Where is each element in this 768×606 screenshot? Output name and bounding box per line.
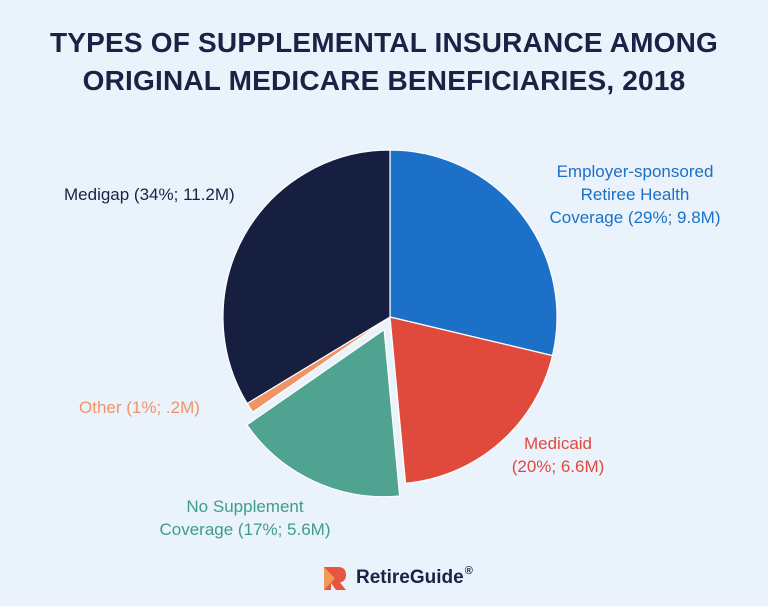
pie-slice-medicaid xyxy=(389,316,554,484)
pie-slice-employer xyxy=(389,149,558,357)
slice-label-employer: Employer-sponsored Retiree Health Covera… xyxy=(520,160,750,229)
slice-label-employer-line-3: Coverage (29%; 9.8M) xyxy=(549,208,721,227)
brand-registered-mark: ® xyxy=(464,565,473,577)
slice-label-medicaid-line-1: Medicaid xyxy=(523,434,593,453)
slice-label-medigap: Medigap (34%; 11.2M) xyxy=(64,183,235,206)
slice-label-medicaid: Medicaid (20%; 6.6M) xyxy=(503,432,613,478)
chart-title: TYPES OF SUPPLEMENTAL INSURANCE AMONG OR… xyxy=(0,24,768,100)
slice-label-employer-line-2: Retiree Health xyxy=(580,185,690,204)
retireguide-logo-icon xyxy=(324,567,346,590)
slice-label-employer-line-1: Employer-sponsored xyxy=(556,162,714,181)
brand-name: RetireGuide xyxy=(356,567,464,588)
pie-slice-medigap xyxy=(222,149,391,405)
slice-label-medicaid-line-2: (20%; 6.6M) xyxy=(511,457,605,476)
slice-label-no-supplement: No Supplement Coverage (17%; 5.6M) xyxy=(145,495,345,541)
brand: RetireGuide ® xyxy=(322,563,473,593)
slice-label-other-line-1: Other (1%; .2M) xyxy=(79,398,200,417)
slice-label-no-supplement-line-1: No Supplement xyxy=(186,497,304,516)
slice-label-no-supplement-line-2: Coverage (17%; 5.6M) xyxy=(159,520,331,539)
slice-label-medigap-line-1: Medigap (34%; 11.2M) xyxy=(64,185,235,204)
slice-label-other: Other (1%; .2M) xyxy=(79,396,200,419)
chart-title-line-2: ORIGINAL MEDICARE BENEFICIARIES, 2018 xyxy=(82,65,686,96)
chart-title-line-1: TYPES OF SUPPLEMENTAL INSURANCE AMONG xyxy=(49,27,719,58)
pie-slice-no-supplement xyxy=(246,329,401,498)
